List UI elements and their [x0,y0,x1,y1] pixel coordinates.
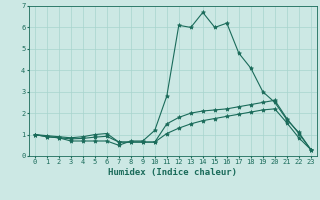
X-axis label: Humidex (Indice chaleur): Humidex (Indice chaleur) [108,168,237,177]
